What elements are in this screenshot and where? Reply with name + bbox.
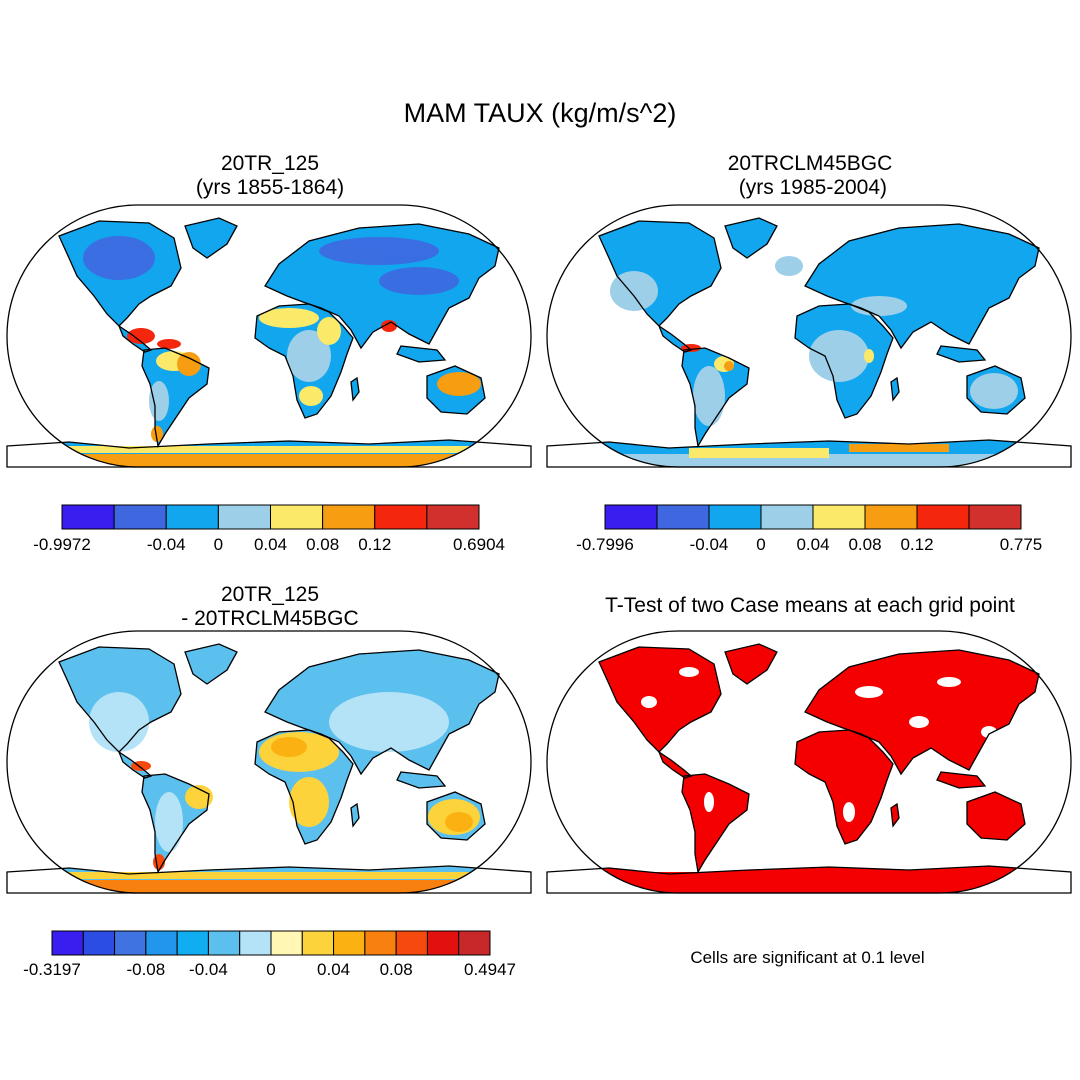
colorbar-2-swatch-7 <box>916 504 970 530</box>
colorbar-2-label-6: 0.12 <box>900 535 933 554</box>
colorbar-1-label-6: 0.12 <box>358 535 391 554</box>
colorbar-1-swatch-5 <box>270 504 324 530</box>
panel-3-title: 20TR_125 - 20TRCLM45BGC <box>100 583 440 631</box>
map-panel-1 <box>7 205 531 467</box>
colorbar-3-label-7: 0.4947 <box>464 960 516 979</box>
panel-1-title-line2: (yrs 1855-1864) <box>195 176 345 199</box>
colorbar-1-swatch-7 <box>374 504 428 530</box>
colorbar-1-swatch-4 <box>217 504 271 530</box>
colorbar-1-swatch-6 <box>322 504 376 530</box>
figure-title: MAM TAUX (kg/m/s^2) <box>403 98 677 128</box>
colorbar-3-swatch-7 <box>239 930 272 956</box>
colorbar-3-swatch-5 <box>176 930 209 956</box>
colorbar-1-swatch-3 <box>165 504 219 530</box>
colorbar-2-label-3: 0 <box>756 535 765 554</box>
colorbar-1-swatch-2 <box>113 504 167 530</box>
colorbar-3-swatch-14 <box>458 930 491 956</box>
colorbar-3-swatch-8 <box>270 930 303 956</box>
colorbar-2-label-7: 0.775 <box>1000 535 1043 554</box>
colorbars: -0.9972 -0.04 0 0.04 0.08 0.12 0.6904 -0.7996 -0… <box>23 504 1043 979</box>
colorbar-1-label-7: 0.6904 <box>453 535 505 554</box>
colorbar-3-label-4: 0 <box>266 960 275 979</box>
colorbar-3-swatch-12 <box>395 930 428 956</box>
panel-4-title-line1: T-Test of two Case means at each grid po… <box>605 594 1015 617</box>
panel-2-title-line1: 20TRCLM45BGC <box>727 152 893 175</box>
panel-2-title: 20TRCLM45BGC (yrs 1985-2004) <box>640 152 980 200</box>
colorbar-2-swatch-4 <box>760 504 814 530</box>
colorbar-3-swatch-13 <box>426 930 460 956</box>
colorbar-3-label-2: -0.08 <box>126 960 165 979</box>
map-panel-4 <box>547 631 1071 893</box>
panel-1-title: 20TR_125 (yrs 1855-1864) <box>100 152 440 200</box>
colorbar-2-swatch-1 <box>604 504 658 530</box>
colorbar-1-swatch-1 <box>61 504 115 530</box>
colorbar-2-swatch-3 <box>708 504 762 530</box>
colorbar-1-label-3: 0 <box>214 535 223 554</box>
colorbar-3-swatch-3 <box>114 930 147 956</box>
colorbar-3-swatch-11 <box>364 930 397 956</box>
colorbar-2-swatch-5 <box>812 504 866 530</box>
colorbar-3-swatch-6 <box>207 930 241 956</box>
colorbar-1-swatch-8 <box>426 504 480 530</box>
colorbar-2-label-1: -0.7996 <box>576 535 634 554</box>
significance-note: Cells are significant at 0.1 level <box>690 948 925 967</box>
colorbar-3-swatch-10 <box>333 930 366 956</box>
colorbar-3-label-3: -0.04 <box>189 960 228 979</box>
colorbar-2-swatch-8 <box>968 504 1022 530</box>
colorbar-1-label-4: 0.04 <box>254 535 287 554</box>
panel-1-title-line1: 20TR_125 <box>220 152 320 175</box>
map-panel-3 <box>7 631 531 893</box>
colorbar-3-swatch-1 <box>51 930 84 956</box>
colorbar-2-label-2: -0.04 <box>690 535 729 554</box>
colorbar-3-swatch-9 <box>301 930 335 956</box>
colorbar-3-label-6: 0.08 <box>380 960 413 979</box>
colorbar-1-label-2: -0.04 <box>147 535 186 554</box>
panel-2-title-line2: (yrs 1985-2004) <box>732 176 888 199</box>
colorbar-3-label-1: -0.3197 <box>23 960 81 979</box>
panel-3-title-line2: - 20TRCLM45BGC <box>181 607 359 630</box>
panel-4-title: T-Test of two Case means at each grid po… <box>550 594 1070 618</box>
panel-3-title-line1: 20TR_125 <box>220 583 320 606</box>
colorbar-2-swatch-6 <box>864 504 918 530</box>
colorbar-3-swatch-4 <box>145 930 178 956</box>
colorbar-2-label-4: 0.04 <box>796 535 829 554</box>
colorbar-1-label-5: 0.08 <box>306 535 339 554</box>
colorbar-3-swatch-2 <box>82 930 116 956</box>
map-panel-2 <box>547 205 1071 467</box>
colorbar-3-label-5: 0.04 <box>317 960 350 979</box>
colorbar-2-swatch-2 <box>656 504 710 530</box>
colorbar-2-label-5: 0.08 <box>848 535 881 554</box>
colorbar-1-label-1: -0.9972 <box>33 535 91 554</box>
